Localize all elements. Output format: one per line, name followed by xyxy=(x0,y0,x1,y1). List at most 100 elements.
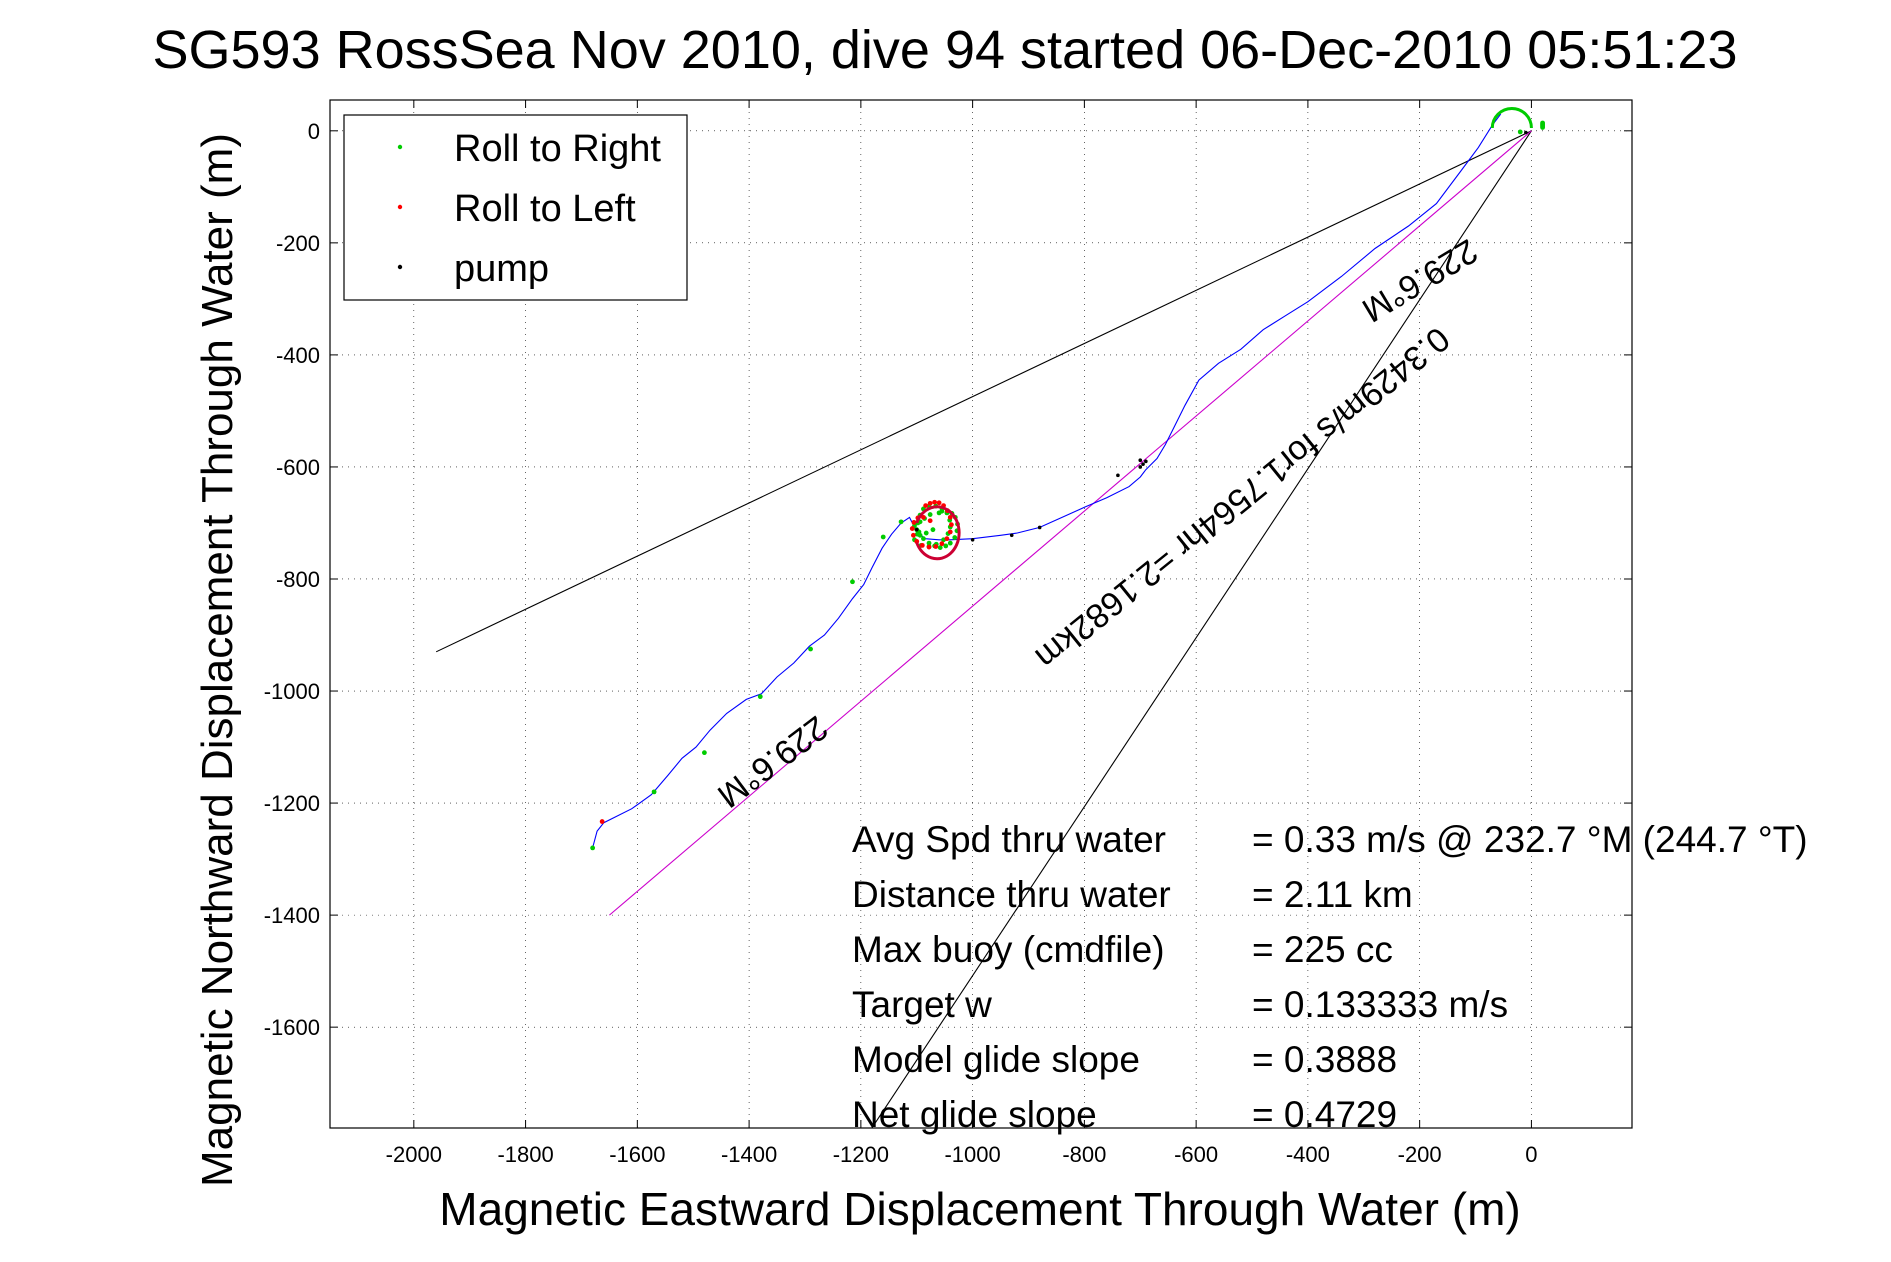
y-tick-label: -1600 xyxy=(264,1015,320,1040)
roll-left-point xyxy=(921,514,926,520)
pump-point xyxy=(970,537,975,542)
pump-point xyxy=(914,527,919,532)
y-tick-label: 0 xyxy=(308,119,320,144)
roll-right-point xyxy=(1517,129,1523,135)
x-axis-label: Magnetic Eastward Displacement Through W… xyxy=(439,1183,1520,1235)
legend-marker xyxy=(397,144,403,150)
x-tick-label: -800 xyxy=(1062,1142,1106,1167)
stat-value: = 0.33 m/s @ 232.7 °M (244.7 °T) xyxy=(1252,819,1808,860)
stat-value: = 0.3888 xyxy=(1252,1039,1397,1080)
x-axis: -200 0 -1800 -1600 -1400 -1200 -1000 -800 -600 -4… xyxy=(386,100,1538,1167)
stat-value: = 0.4729 xyxy=(1252,1094,1397,1135)
stat-label: Model glide slope xyxy=(852,1039,1140,1080)
legend-label: Roll to Right xyxy=(454,128,661,170)
x-tick-label: -1000 xyxy=(944,1142,1000,1167)
pump-point xyxy=(1116,473,1120,478)
roll-left-point xyxy=(948,522,954,528)
pump-point xyxy=(1144,459,1148,464)
roll-right-point xyxy=(926,540,932,546)
stat-label: Distance thru water xyxy=(852,874,1171,915)
legend-marker xyxy=(397,204,403,210)
x-tick-label: -400 xyxy=(1286,1142,1330,1167)
roll-right-point xyxy=(952,535,958,540)
roll-left-point xyxy=(933,544,939,549)
stat-value: = 2.11 km xyxy=(1252,874,1413,915)
x-tick-label: 0 xyxy=(1525,1142,1537,1167)
roll-right-point xyxy=(937,545,943,551)
roll-right-point xyxy=(898,519,904,525)
roll-left-point xyxy=(926,544,932,550)
y-tick-label: -1000 xyxy=(264,679,320,704)
roll-left-point xyxy=(932,499,938,505)
y-tick-label: -800 xyxy=(276,567,320,592)
y-tick-label: -1200 xyxy=(264,791,320,816)
x-tick-label: -1200 xyxy=(833,1142,889,1167)
track-line xyxy=(592,113,1502,849)
plot-frame xyxy=(329,99,1633,1129)
x-tick-label: -1600 xyxy=(609,1142,665,1167)
legend-label: pump xyxy=(454,248,549,290)
roll-left-point xyxy=(910,532,916,538)
y-axis: 0 -200 -400 -600 -800 -1000 -1200 -1400 -1600 xyxy=(264,119,1632,1040)
roll-left-point xyxy=(939,541,945,547)
roll-right-point xyxy=(930,527,936,533)
legend-marker xyxy=(397,264,403,270)
bearing-line-bound-upper xyxy=(435,130,1532,653)
roll-left-point xyxy=(936,500,942,506)
y-tick-label: -400 xyxy=(276,343,320,368)
roll-right-point xyxy=(1540,125,1545,130)
roll-left-point xyxy=(944,536,950,542)
bearing-line-mean-course xyxy=(609,130,1532,916)
x-tick-label: -1800 xyxy=(497,1142,553,1167)
stat-label: Net glide slope xyxy=(852,1094,1097,1135)
roll-right-point xyxy=(1540,120,1545,126)
roll-left-point xyxy=(927,500,933,506)
roll-left-point xyxy=(599,819,605,824)
stat-value: = 225 cc xyxy=(1252,929,1393,970)
roll-left-point xyxy=(947,514,953,520)
roll-right-point xyxy=(917,532,923,538)
roll-left-point xyxy=(927,518,933,524)
roll-right-point xyxy=(850,579,855,585)
roll-left-point xyxy=(923,503,929,508)
roll-right-point xyxy=(651,789,657,795)
roll-right-point xyxy=(943,543,949,549)
roll-right-point xyxy=(947,540,953,546)
roll-left-point xyxy=(911,520,917,525)
roll-left-point xyxy=(919,542,925,548)
stat-value: = 0.133333 m/s xyxy=(1252,984,1508,1025)
y-axis-label: Magnetic Northward Displacement Through … xyxy=(193,133,242,1187)
roll-right-point xyxy=(921,536,926,542)
stats-block: Avg Spd thru water = 0.33 m/s @ 232.7 °M … xyxy=(852,819,1808,1135)
pump-point xyxy=(1524,130,1528,135)
roll-right-point xyxy=(808,646,813,652)
roll-right-point xyxy=(590,845,596,851)
stat-label: Target w xyxy=(852,984,992,1025)
roll-left-point xyxy=(909,526,915,531)
pump-point xyxy=(1141,462,1145,466)
stat-label: Avg Spd thru water xyxy=(852,819,1166,860)
roll-right-arc xyxy=(1490,107,1533,129)
roll-right-point xyxy=(701,750,707,756)
pump-point xyxy=(1009,533,1014,538)
x-tick-label: -1400 xyxy=(721,1142,777,1167)
pump-point xyxy=(1138,465,1143,469)
pump-point xyxy=(1138,458,1143,463)
x-tick-label: -200 xyxy=(1398,1142,1442,1167)
roll-left-loop xyxy=(915,505,961,561)
roll-right-point xyxy=(927,512,933,517)
legend-label: Roll to Left xyxy=(454,188,636,230)
legend: Roll to Right Roll to Left pump xyxy=(343,114,688,301)
chart-title: SG593 RossSea Nov 2010, dive 94 started … xyxy=(152,20,1737,80)
stat-label: Max buoy (cmdfile) xyxy=(852,929,1165,970)
series-layer xyxy=(435,107,1545,1128)
x-tick-label: -600 xyxy=(1174,1142,1218,1167)
bearing-line-bound-lower xyxy=(871,130,1532,1128)
pump-point xyxy=(1037,525,1042,530)
roll-right-point xyxy=(923,530,929,536)
roll-right-point xyxy=(757,694,763,700)
roll-right-point xyxy=(880,534,886,540)
roll-left-point xyxy=(947,529,953,535)
y-tick-label: -600 xyxy=(276,455,320,480)
